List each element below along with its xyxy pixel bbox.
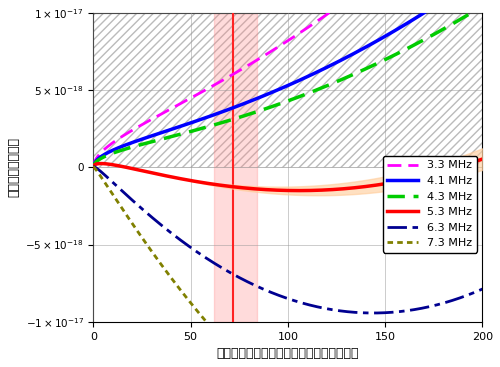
3.3 MHz (110, 140, 116, 145)
4.3 MHz (90, 165, 96, 169)
6.3 MHz (90, 165, 96, 170)
6.3 MHz (468, 291, 474, 296)
3.3 MHz (270, 48, 276, 53)
4.3 MHz (397, 50, 403, 55)
6.3 MHz (280, 295, 286, 299)
3.3 MHz (90, 165, 96, 169)
Line: 4.3 MHz: 4.3 MHz (94, 6, 482, 167)
6.3 MHz (397, 309, 403, 314)
5.3 MHz (110, 163, 116, 167)
7.3 MHz (90, 165, 96, 169)
4.3 MHz (270, 104, 276, 109)
4.3 MHz (468, 11, 474, 15)
6.3 MHz (110, 181, 116, 185)
4.1 MHz (397, 26, 403, 30)
4.3 MHz (110, 151, 116, 155)
Line: 3.3 MHz: 3.3 MHz (94, 0, 482, 167)
X-axis label: トラップ深さ（光子反跳エネルギー単位）: トラップ深さ（光子反跳エネルギー単位） (216, 347, 359, 360)
4.3 MHz (280, 101, 285, 105)
5.3 MHz (270, 188, 276, 192)
4.3 MHz (480, 4, 486, 8)
5.3 MHz (90, 165, 96, 170)
4.1 MHz (90, 165, 96, 169)
3.3 MHz (280, 42, 285, 46)
5.3 MHz (296, 188, 302, 193)
4.1 MHz (110, 148, 116, 152)
Bar (214, 13, 257, 322)
4.1 MHz (280, 86, 285, 90)
Y-axis label: 相対的な光シフト: 相対的な光シフト (7, 137, 20, 197)
6.3 MHz (270, 291, 276, 295)
4.1 MHz (270, 90, 276, 94)
6.3 MHz (91, 164, 97, 169)
Line: 7.3 MHz: 7.3 MHz (94, 167, 482, 367)
5.3 MHz (468, 161, 474, 165)
Line: 4.1 MHz: 4.1 MHz (94, 0, 482, 167)
5.3 MHz (480, 157, 486, 161)
5.3 MHz (397, 179, 403, 184)
6.3 MHz (480, 287, 486, 291)
7.3 MHz (110, 193, 116, 198)
4.3 MHz (468, 11, 474, 15)
7.3 MHz (90, 165, 96, 170)
5.3 MHz (468, 161, 474, 165)
6.3 MHz (468, 291, 474, 296)
Legend: 3.3 MHz, 4.1 MHz, 4.3 MHz, 5.3 MHz, 6.3 MHz, 7.3 MHz: 3.3 MHz, 4.1 MHz, 4.3 MHz, 5.3 MHz, 6.3 … (383, 156, 477, 253)
Line: 5.3 MHz: 5.3 MHz (94, 159, 482, 190)
Line: 6.3 MHz: 6.3 MHz (94, 167, 482, 313)
6.3 MHz (370, 311, 376, 315)
5.3 MHz (280, 188, 285, 193)
